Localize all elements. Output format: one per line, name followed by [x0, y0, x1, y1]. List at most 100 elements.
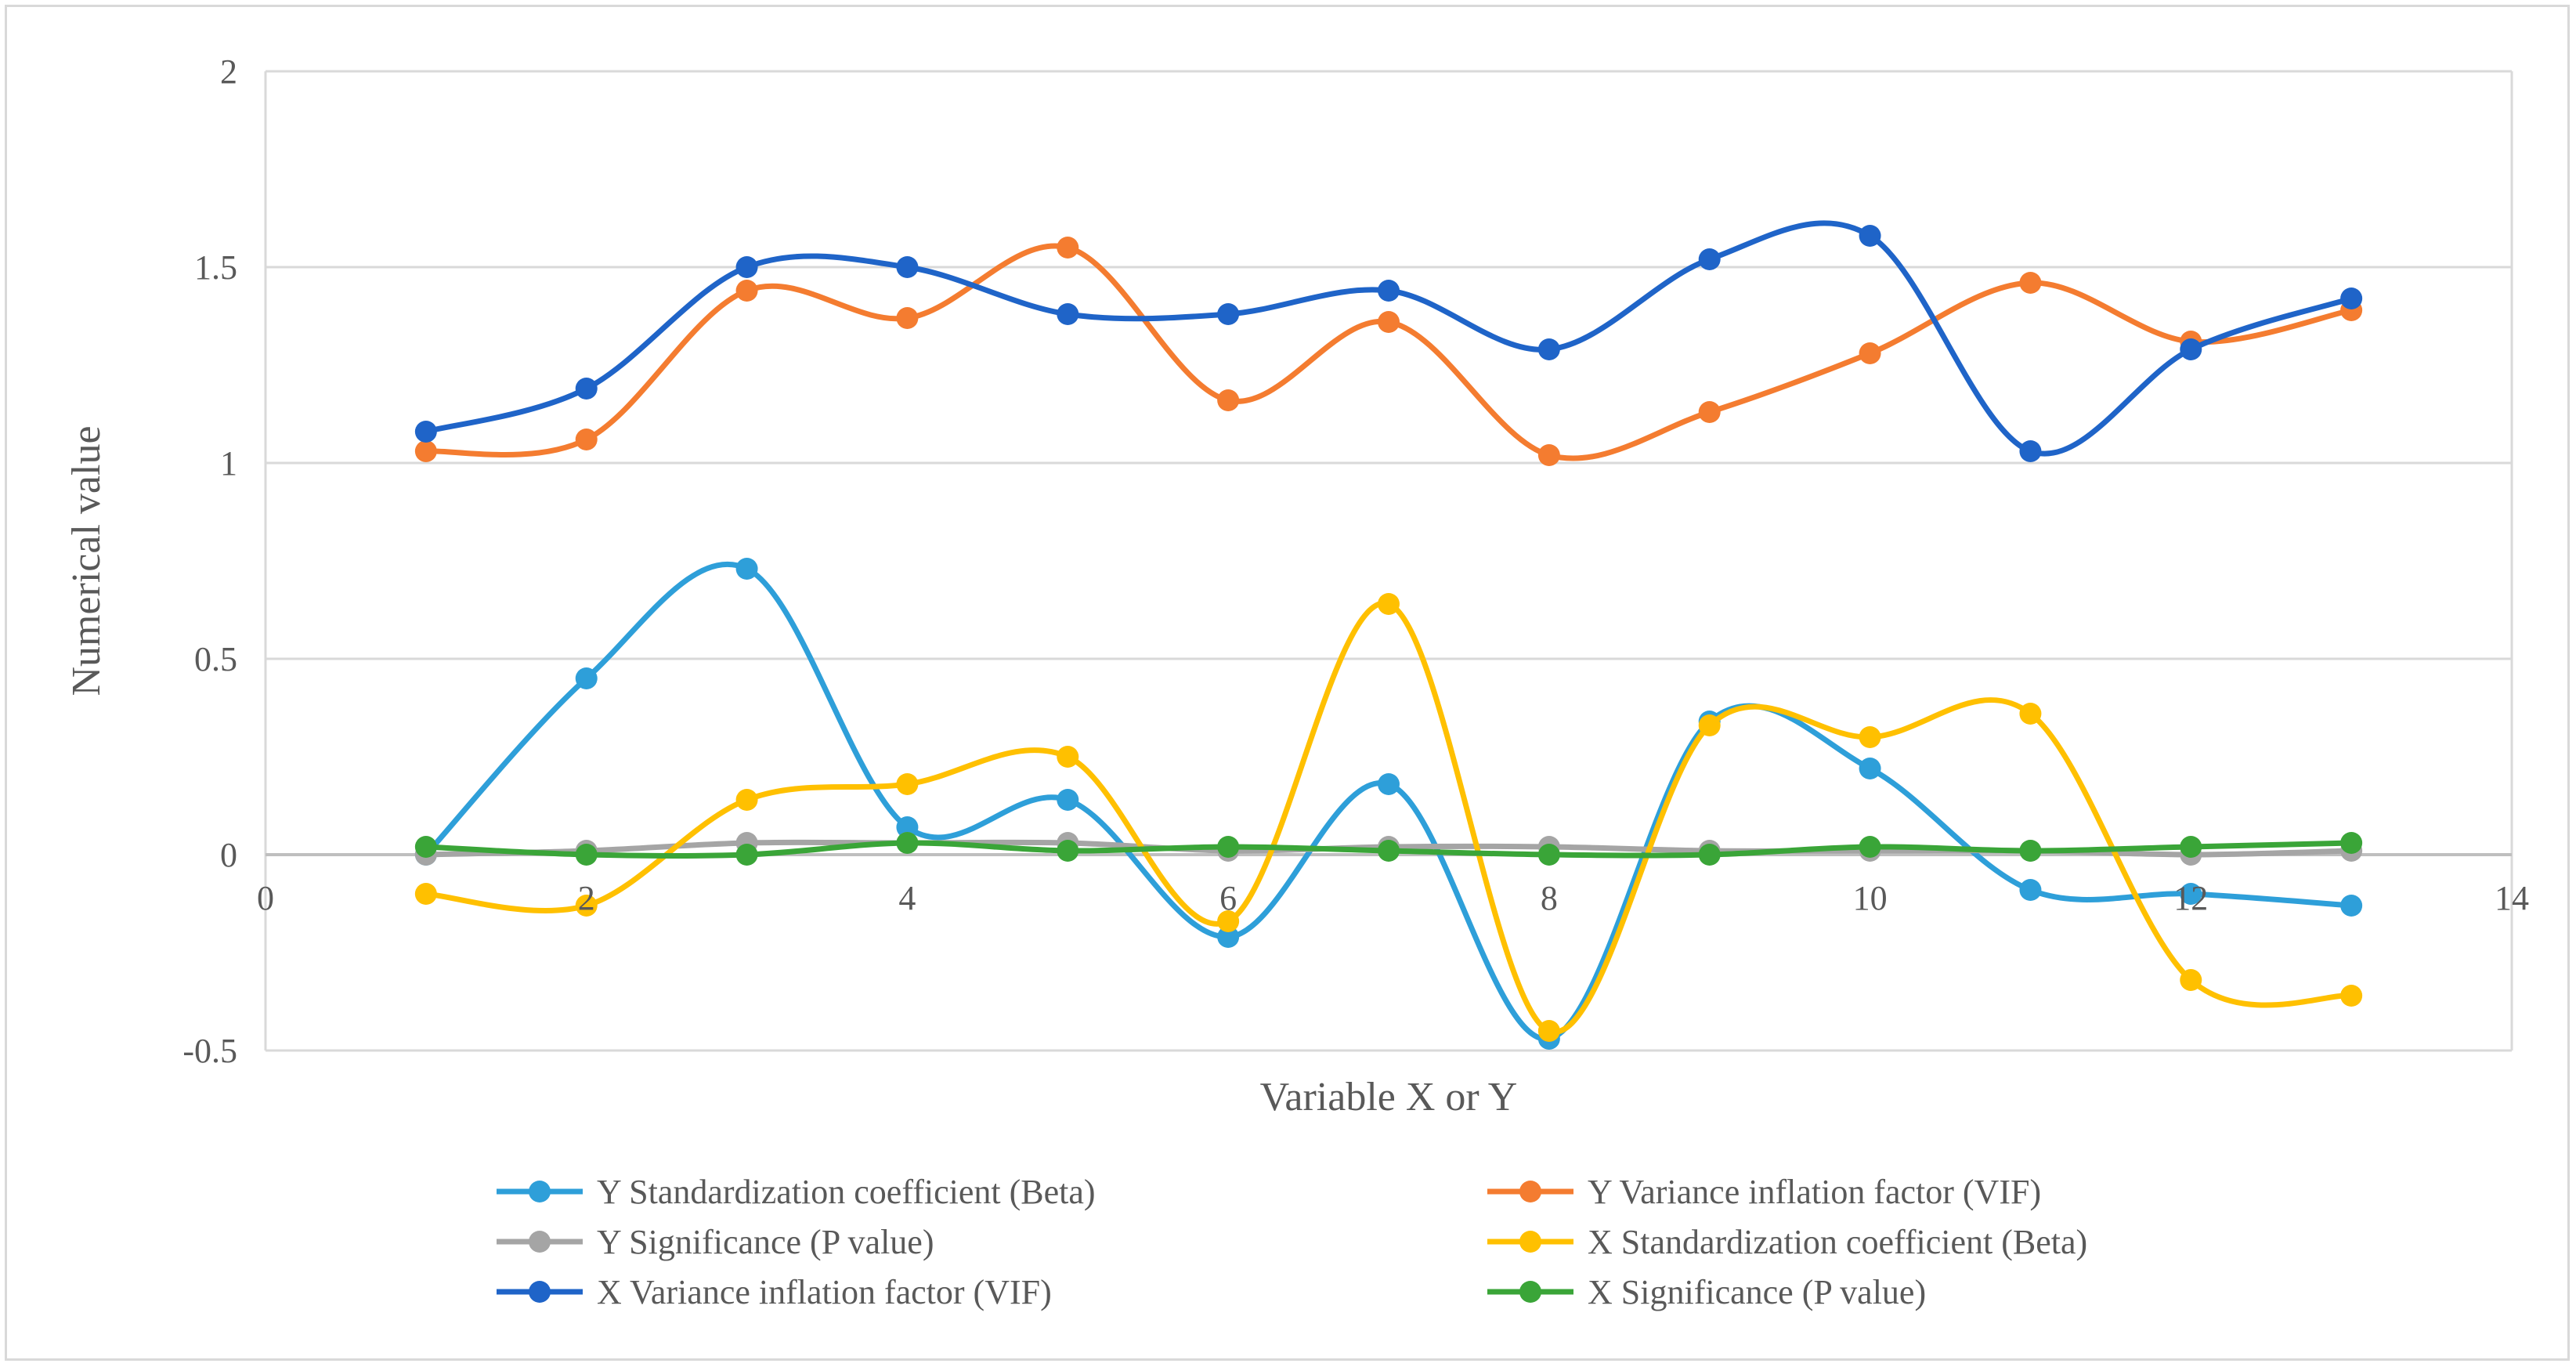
data-point — [896, 773, 919, 795]
data-point — [1859, 225, 1881, 247]
x-tick-label: 8 — [1541, 879, 1558, 917]
data-point — [414, 421, 437, 443]
data-point — [1698, 248, 1721, 270]
data-point — [2019, 272, 2042, 294]
data-point — [1217, 910, 1240, 932]
data-point — [1217, 926, 1240, 948]
legend-swatch-marker — [529, 1281, 551, 1303]
data-point — [1859, 726, 1881, 748]
y-tick-label: 1.5 — [194, 248, 237, 287]
series-y-beta — [414, 558, 2363, 1050]
x-tick-label: 10 — [1853, 879, 1888, 917]
data-point — [735, 256, 758, 278]
series-x-beta — [414, 593, 2363, 1042]
data-point — [2180, 836, 2202, 858]
legend-item-y-beta: Y Standardization coefficient (Beta) — [497, 1173, 1096, 1211]
series-x-vif — [414, 220, 2363, 462]
series-line-y-vif — [423, 243, 2354, 461]
data-point — [1217, 303, 1240, 325]
legend-swatch-marker — [1519, 1181, 1541, 1202]
legend-item-y-vif: Y Variance inflation factor (VIF) — [1487, 1173, 2041, 1211]
legend-item-x-vif: X Variance inflation factor (VIF) — [497, 1273, 1052, 1311]
data-point — [414, 440, 437, 462]
data-point — [575, 844, 598, 866]
legend-swatch-marker — [529, 1181, 551, 1202]
data-point — [575, 667, 598, 689]
legend-swatch-marker — [1519, 1281, 1541, 1303]
x-tick-label: 12 — [2173, 879, 2208, 917]
tick-labels: -0.5 0 0.5 1 1.5 2 0 2 4 6 8 10 12 14 — [182, 52, 2529, 1070]
chart-frame: -0.5 0 0.5 1 1.5 2 0 2 4 6 8 10 12 14 Variable X or Y… — [5, 5, 2570, 1361]
series-line-y-beta — [423, 561, 2354, 1042]
series-lines — [414, 220, 2363, 1050]
y-tick-label: 0 — [220, 836, 237, 874]
data-point — [1537, 338, 1560, 360]
data-point — [1859, 836, 1881, 858]
data-point — [735, 280, 758, 302]
data-point — [1057, 789, 1079, 811]
data-point — [1378, 280, 1400, 302]
x-tick-label: 2 — [578, 879, 595, 917]
data-point — [1537, 1020, 1560, 1042]
data-point — [1698, 844, 1721, 866]
y-tick-label: 1 — [220, 444, 237, 483]
data-point — [2340, 985, 2363, 1007]
data-point — [1698, 401, 1721, 423]
x-tick-label: 0 — [257, 879, 274, 917]
data-point — [735, 844, 758, 866]
data-point — [1378, 311, 1400, 333]
legend-label: X Variance inflation factor (VIF) — [597, 1273, 1052, 1311]
data-point — [1057, 237, 1079, 259]
x-tick-label: 4 — [898, 879, 916, 917]
data-point — [2340, 895, 2363, 917]
x-axis-title: Variable X or Y — [1260, 1075, 1518, 1119]
legend-label: Y Significance (P value) — [597, 1223, 934, 1261]
series-y-vif — [414, 237, 2363, 466]
y-tick-label: 2 — [220, 52, 237, 91]
data-point — [1378, 773, 1400, 795]
data-point — [1378, 840, 1400, 862]
data-point — [1698, 714, 1721, 736]
data-point — [1537, 444, 1560, 466]
x-tick-label: 6 — [1219, 879, 1237, 917]
data-point — [2019, 440, 2042, 462]
data-point — [575, 429, 598, 450]
series-line-x-vif — [423, 220, 2354, 457]
data-point — [1057, 840, 1079, 862]
data-point — [414, 836, 437, 858]
data-point — [735, 558, 758, 580]
data-point — [2180, 883, 2202, 905]
data-point — [1378, 593, 1400, 615]
data-point — [2019, 703, 2042, 725]
legend: Y Standardization coefficient (Beta) Y Va… — [497, 1173, 2087, 1311]
data-point — [575, 378, 598, 400]
legend-label: Y Variance inflation factor (VIF) — [1588, 1173, 2041, 1211]
data-point — [896, 307, 919, 329]
data-point — [896, 832, 919, 854]
data-point — [2340, 288, 2363, 309]
legend-label: X Significance (P value) — [1588, 1273, 1926, 1311]
data-point — [2180, 338, 2202, 360]
legend-swatch-marker — [1519, 1231, 1541, 1253]
legend-item-x-beta: X Standardization coefficient (Beta) — [1487, 1223, 2087, 1261]
legend-item-x-pvalue: X Significance (P value) — [1487, 1273, 1926, 1311]
data-point — [575, 895, 598, 917]
data-point — [2180, 969, 2202, 991]
legend-label: Y Standardization coefficient (Beta) — [597, 1173, 1096, 1211]
x-tick-label: 14 — [2495, 879, 2529, 917]
data-point — [1859, 758, 1881, 779]
data-point — [414, 883, 437, 905]
y-tick-label: 0.5 — [194, 640, 237, 678]
data-point — [2019, 840, 2042, 862]
data-point — [1057, 303, 1079, 325]
data-point — [1217, 836, 1240, 858]
data-point — [1217, 389, 1240, 411]
line-chart: -0.5 0 0.5 1 1.5 2 0 2 4 6 8 10 12 14 Variable X or Y… — [64, 52, 2529, 1311]
data-point — [2019, 879, 2042, 901]
data-point — [1859, 342, 1881, 364]
data-point — [1057, 746, 1079, 768]
data-point — [1537, 844, 1560, 866]
series-x-pvalue — [414, 832, 2363, 866]
y-tick-label: -0.5 — [182, 1032, 237, 1070]
data-point — [896, 256, 919, 278]
